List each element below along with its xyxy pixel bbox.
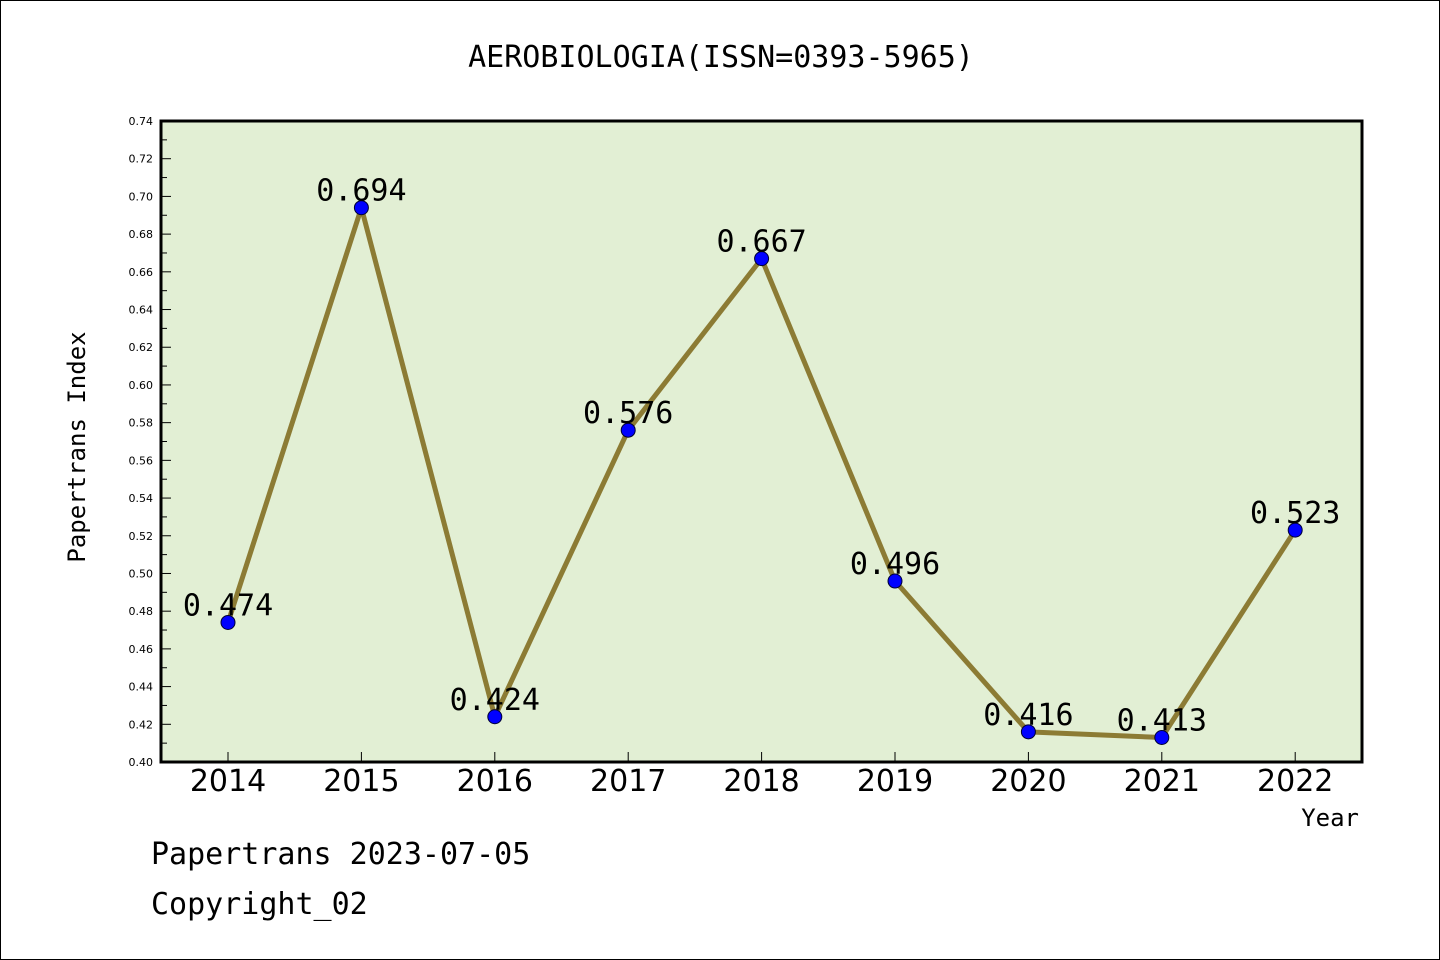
data-point [1020,724,1036,740]
y-tick-label: 0.42 [129,718,154,731]
data-point [887,573,903,589]
data-point [620,422,636,438]
chart-title: AEROBIOLOGIA(ISSN=0393-5965) [468,40,974,75]
data-label: 0.474 [183,588,273,623]
data-point [754,251,770,267]
x-tick-label: 2014 [190,764,266,799]
y-tick-label: 0.40 [129,756,154,769]
plot-border [159,119,1364,764]
y-tick-label: 0.48 [129,605,154,618]
data-label: 0.667 [716,225,806,260]
x-tick-label: 2018 [723,764,799,799]
data-label: 0.413 [1117,703,1207,738]
data-label: 0.424 [450,683,540,718]
y-tick-label: 0.68 [129,228,154,241]
y-tick-label: 0.62 [129,341,154,354]
y-tick-label: 0.72 [129,153,154,166]
y-tick-label: 0.74 [129,115,154,128]
y-tick-label: 0.58 [129,417,154,430]
x-tick-label: 2019 [857,764,933,799]
y-tick-label: 0.60 [129,379,154,392]
data-label: 0.416 [983,698,1073,733]
y-axis-label: Papertrans Index [63,331,91,562]
y-tick-label: 0.54 [129,492,154,505]
series-layer: 0.474 0.694 0.424 0.576 0.667 0.496 0.416 0.413… [183,174,1340,745]
y-tick-label: 0.44 [129,681,154,694]
y-tick-label: 0.50 [129,567,154,580]
y-tick-label: 0.70 [129,190,154,203]
x-tick-label: 2016 [457,764,533,799]
x-tick-label: 2017 [590,764,666,799]
data-label: 0.523 [1250,496,1340,531]
data-point [1154,729,1170,745]
x-axis-label: Year [1301,804,1359,832]
data-point [353,200,369,216]
footer-copyright: Copyright_02 [151,887,368,922]
data-label: 0.496 [850,547,940,582]
y-axis: 0.40 0.42 0.44 0.46 0.48 0.50 0.52 0.54 0.56 0.58… [129,115,171,769]
y-tick-label: 0.52 [129,530,154,543]
x-tick-label: 2020 [990,764,1066,799]
data-label: 0.694 [316,174,406,209]
x-tick-label: 2015 [323,764,399,799]
footer-date: Papertrans 2023-07-05 [151,837,531,872]
x-tick-label: 2022 [1257,764,1333,799]
y-tick-label: 0.46 [129,643,154,656]
plot-area [161,121,1362,762]
data-point [487,709,503,725]
data-label: 0.576 [583,396,673,431]
y-tick-label: 0.66 [129,266,154,279]
x-axis: 2014 2015 2016 2017 2018 2019 2020 2021 2022 [190,752,1333,799]
data-point [1287,522,1303,538]
x-tick-label: 2021 [1124,764,1200,799]
data-point [220,614,236,630]
y-tick-label: 0.64 [129,304,154,317]
y-tick-label: 0.56 [129,454,154,467]
